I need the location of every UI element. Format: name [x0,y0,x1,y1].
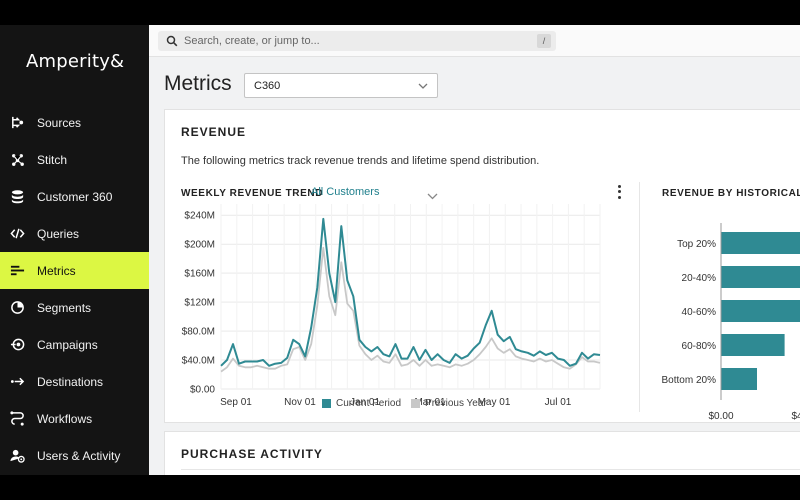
legend-label-current: Current Period [336,398,402,409]
bar[interactable] [721,368,757,390]
sidebar-item-stitch[interactable]: Stitch [0,141,149,178]
x-tick-label: May 01 [478,397,511,408]
category-label: 60-80% [682,341,717,352]
app-logo[interactable]: Amperity& [26,51,125,72]
search-input[interactable] [184,35,537,47]
sidebar-item-segments[interactable]: Segments [0,289,149,326]
chart-divider [639,182,640,412]
y-tick-label: $80.0M [182,327,215,338]
y-tick-label: $200M [184,240,215,251]
weekly-revenue-trend-title: WEEKLY REVENUE TREND [181,188,324,199]
y-tick-label: $120M [184,298,215,309]
historical-revenue-title: REVENUE BY HISTORICAL LIF [662,188,800,199]
sidebar-item-queries[interactable]: Queries [0,215,149,252]
segment-select[interactable]: All Customers [311,186,380,198]
sidebar-item-customer-360[interactable]: Customer 360 [0,178,149,215]
stitch-icon [9,152,25,168]
chart-legend: Current Period Previous Year [322,398,497,409]
purchase-activity-title: PURCHASE ACTIVITY [181,447,323,461]
metrics-icon [9,263,25,279]
category-label: 40-60% [682,307,717,318]
sidebar-item-sources[interactable]: Sources [0,104,149,141]
more-options-icon[interactable] [614,184,624,200]
bar[interactable] [721,232,800,254]
legend-label-previous: Previous Year [425,398,487,409]
revenue-by-historical-bar-chart: Top 20% 20-40% 40-60% 60-80% Bottom 20% $0.00… [662,223,800,422]
sidebar-item-label: Sources [37,115,82,130]
search-icon [166,35,178,47]
bar[interactable] [721,300,800,322]
x-tick-label: Mar 01 [414,397,446,408]
revenue-title: REVENUE [181,125,247,139]
bar[interactable] [721,266,800,288]
sidebar-item-label: Users & Activity [37,448,121,463]
search-shortcut-key: / [537,34,551,48]
sources-icon [9,115,25,131]
purchase-activity-card: PURCHASE ACTIVITY [164,431,800,475]
y-tick-label: $160M [184,269,215,280]
y-tick-label: $40.0M [182,356,215,367]
search-box[interactable]: / [158,31,556,51]
sidebar-item-label: Queries [37,226,80,241]
page-title: Metrics [164,72,232,95]
category-label: 20-40% [682,273,717,284]
legend-item-previous[interactable]: Previous Year [411,398,487,409]
sidebar-item-workflows[interactable]: Workflows [0,400,149,437]
sidebar-item-label: Stitch [37,152,68,167]
revenue-card: REVENUE The following metrics track reve… [164,109,800,423]
x-tick-label: Sep 01 [220,397,252,408]
code-icon [9,226,25,242]
x-tick-label: Jan 01 [350,397,380,408]
sidebar-item-label: Destinations [37,374,104,389]
sidebar-item-label: Workflows [37,411,93,426]
sidebar-item-destinations[interactable]: Destinations [0,363,149,400]
y-tick-label: $0.00 [190,385,215,396]
sidebar-item-label: Campaigns [37,337,98,352]
workflows-icon [9,411,25,427]
category-label: Bottom 20% [662,375,717,386]
x-tick-label: $4 [791,411,800,422]
x-tick-label: Jul 01 [545,397,572,408]
revenue-description: The following metrics track revenue tren… [181,155,540,167]
users-activity-icon [9,448,25,464]
database-select[interactable]: C360 [244,73,438,98]
x-tick-label: $0.00 [708,411,733,422]
sidebar-item-label: Metrics [37,263,76,278]
app-window: Amperity& Sources Stitch Customer 360 Qu… [0,25,800,475]
series-line-current-period[interactable] [220,217,601,367]
legend-swatch-previous [411,399,421,408]
database-select-value: C360 [254,79,281,92]
sidebar-item-campaigns[interactable]: Campaigns [0,326,149,363]
sidebar-item-users-activity[interactable]: Users & Activity [0,437,149,474]
category-label: Top 20% [677,239,716,250]
y-tick-label: $240M [184,211,215,222]
bar[interactable] [721,334,785,356]
top-bar: / [149,25,800,57]
legend-swatch-current [322,399,331,408]
x-tick-label: Nov 01 [284,397,316,408]
chevron-down-icon [418,80,428,92]
campaigns-icon [9,337,25,353]
database-icon [9,189,25,205]
destinations-icon [9,374,25,390]
sidebar-item-label: Customer 360 [37,189,113,204]
series-line-previous-year[interactable] [220,246,601,373]
sidebar-item-label: Segments [37,300,92,315]
segments-icon [9,300,25,316]
divider [181,469,800,470]
sidebar: Amperity& Sources Stitch Customer 360 Qu… [0,25,149,475]
chevron-down-icon[interactable] [427,187,438,205]
weekly-revenue-line-chart: $0.00 $40.0M $80.0M $120M $160M $200M $240M Sep… [182,204,601,408]
legend-item-current[interactable]: Current Period [322,398,401,409]
sidebar-item-metrics[interactable]: Metrics [0,252,149,289]
